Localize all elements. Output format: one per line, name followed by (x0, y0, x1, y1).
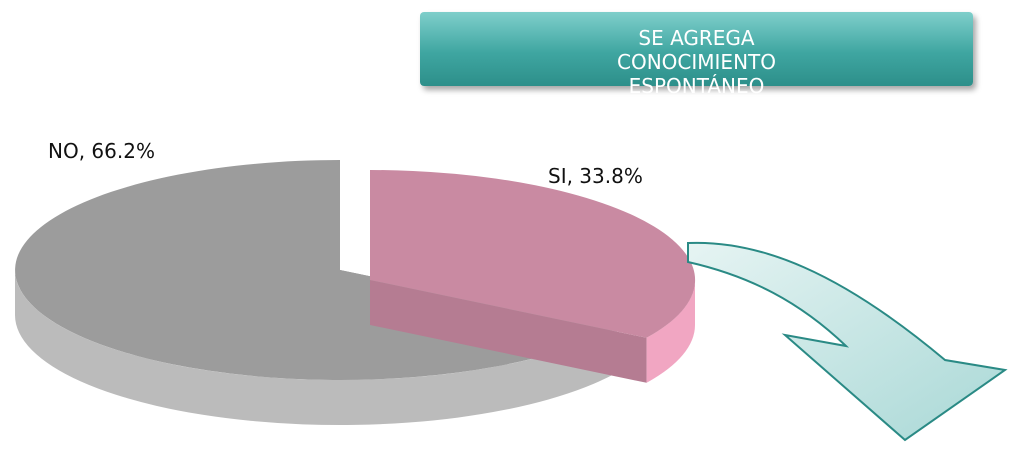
data-label: SI, 33.8% (548, 164, 643, 188)
pie (14, 160, 696, 426)
slice-side (14, 270, 617, 426)
slice-side (646, 280, 696, 383)
data-label: NO, 66.2% (48, 139, 155, 163)
arrow (687, 241, 1008, 442)
annotation-box: SE AGREGA CONOCIMIENTO ESPONTÁNEO (420, 12, 973, 98)
slice (370, 169, 696, 338)
slice-face (370, 280, 647, 383)
